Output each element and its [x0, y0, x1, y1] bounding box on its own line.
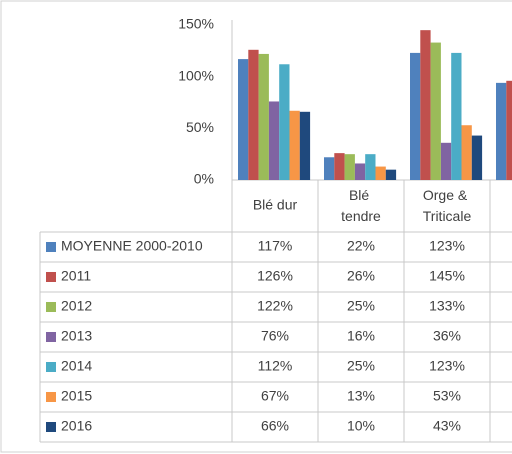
table-value: 117%: [258, 238, 293, 254]
legend-swatch: [46, 332, 56, 342]
legend-swatch: [46, 302, 56, 312]
bar: [344, 154, 355, 180]
legend-swatch: [46, 422, 56, 432]
y-tick-label: 50%: [186, 119, 214, 135]
bar: [385, 169, 397, 180]
bar: [506, 80, 512, 180]
legend-label: 2011: [61, 268, 91, 284]
label-line: Orge &: [423, 187, 471, 203]
table-value: 67%: [261, 388, 289, 404]
label-line: Triticale: [423, 208, 472, 224]
legend-label: 2012: [61, 298, 92, 314]
table-value: 43%: [433, 418, 461, 434]
table-value: 53%: [433, 388, 461, 404]
table-value: 25%: [347, 358, 375, 374]
label-line: tendre: [341, 208, 381, 224]
table-value: 126%: [257, 268, 293, 284]
bar: [440, 142, 452, 180]
y-tick-label: 150%: [178, 16, 214, 32]
x-tick-label: Blé dur: [253, 197, 298, 213]
table-value: 66%: [261, 418, 289, 434]
table-value: 10%: [347, 418, 375, 434]
x-tick-label: Orge & Triticale: [423, 187, 472, 224]
bar: [268, 101, 280, 180]
table-value: 16%: [347, 328, 375, 344]
table-value: 22%: [347, 238, 375, 254]
table-value: 145%: [429, 268, 465, 284]
bar: [496, 82, 507, 180]
table-value: 36%: [433, 328, 461, 344]
bar: [299, 111, 311, 180]
bar: [248, 49, 259, 180]
legend-label: 2015: [61, 388, 92, 404]
bar: [289, 110, 300, 180]
legend-label: 2013: [61, 328, 92, 344]
y-tick-label: 100%: [178, 67, 214, 83]
bar: [461, 125, 472, 180]
legend-label: 2014: [61, 358, 92, 374]
legend-swatch: [46, 272, 56, 282]
bar: [365, 154, 376, 180]
table-value: 76%: [261, 328, 289, 344]
table-value: 25%: [347, 298, 375, 314]
bar: [410, 52, 421, 180]
bar: [420, 30, 431, 180]
label-line: Blé: [349, 187, 373, 203]
x-tick-label: Blé tendre: [341, 187, 381, 224]
table-value: 26%: [347, 268, 375, 284]
legend-swatch: [46, 392, 56, 402]
bar: [430, 42, 441, 180]
legend-swatch: [46, 242, 56, 252]
y-tick-label: 0%: [194, 171, 214, 187]
table-value: 122%: [257, 298, 293, 314]
legend-swatch: [46, 362, 56, 372]
table-value: 123%: [429, 358, 465, 374]
bar: [375, 166, 386, 180]
legend-label: MOYENNE 2000-2010: [61, 238, 203, 254]
bar: [279, 64, 290, 180]
bar: [258, 53, 269, 180]
bar: [451, 52, 462, 180]
legend-label: 2016: [61, 418, 92, 434]
bar: [334, 153, 345, 180]
table-value: 123%: [429, 238, 465, 254]
table-value: 133%: [429, 298, 465, 314]
table-value: 13%: [347, 388, 375, 404]
bar: [324, 157, 335, 180]
bar: [238, 59, 249, 180]
table-value: 112%: [258, 358, 293, 374]
bar: [354, 163, 366, 180]
bar: [471, 135, 483, 180]
